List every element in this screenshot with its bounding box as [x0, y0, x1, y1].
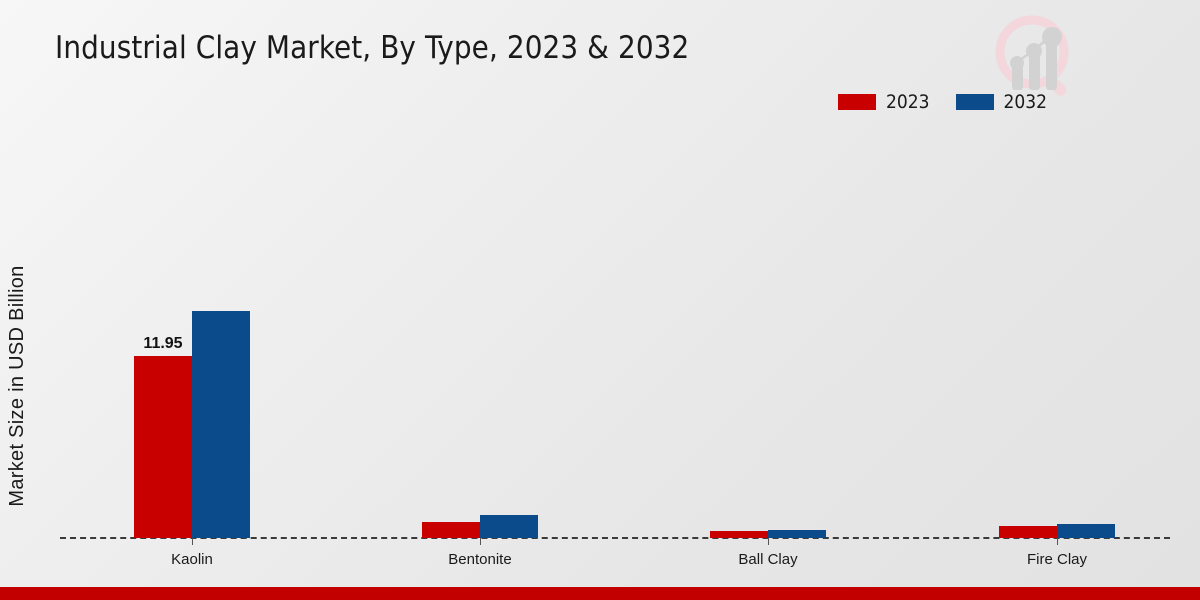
bar-group-ball-clay	[710, 278, 826, 538]
x-tick-kaolin	[192, 538, 193, 545]
bar-kaolin-2032[interactable]	[192, 311, 250, 538]
bar-value-kaolin-2023: 11.95	[143, 335, 183, 352]
footer-band	[0, 587, 1200, 600]
bar-kaolin-2023[interactable]: 11.95	[134, 335, 192, 538]
legend-swatch-2032	[955, 94, 994, 110]
bar-ball-clay-2023[interactable]	[710, 531, 768, 538]
x-label-fire-clay: Fire Clay	[1026, 551, 1087, 568]
bar-fire-clay-2032[interactable]	[1057, 524, 1115, 538]
x-tick-fire-clay	[1057, 538, 1058, 545]
x-axis-line	[60, 537, 1170, 539]
legend-label-2032: 2032	[1003, 91, 1048, 113]
bar-bentonite-2032[interactable]	[480, 515, 538, 538]
bar-group-bentonite	[422, 278, 538, 538]
bar-group-kaolin: 11.95	[134, 278, 250, 538]
bar-ball-clay-2032[interactable]	[768, 530, 826, 538]
x-label-kaolin: Kaolin	[171, 551, 213, 568]
bar-group-fire-clay	[999, 278, 1115, 538]
legend-item-2023[interactable]: 2023	[838, 91, 930, 113]
legend-label-2023: 2023	[886, 91, 930, 113]
chart-legend: 2023 2032	[838, 90, 1047, 114]
legend-item-2032[interactable]: 2032	[955, 91, 1048, 113]
x-tick-bentonite	[480, 538, 481, 545]
bar-bentonite-2023[interactable]	[422, 522, 480, 538]
legend-swatch-2023	[838, 94, 876, 110]
x-label-bentonite: Bentonite	[448, 551, 512, 568]
x-label-ball-clay: Ball Clay	[738, 551, 798, 568]
bar-fire-clay-2023[interactable]	[999, 526, 1057, 538]
x-tick-ball-clay	[768, 538, 769, 545]
page-title: Industrial Clay Market, By Type, 2023 & …	[55, 30, 690, 66]
